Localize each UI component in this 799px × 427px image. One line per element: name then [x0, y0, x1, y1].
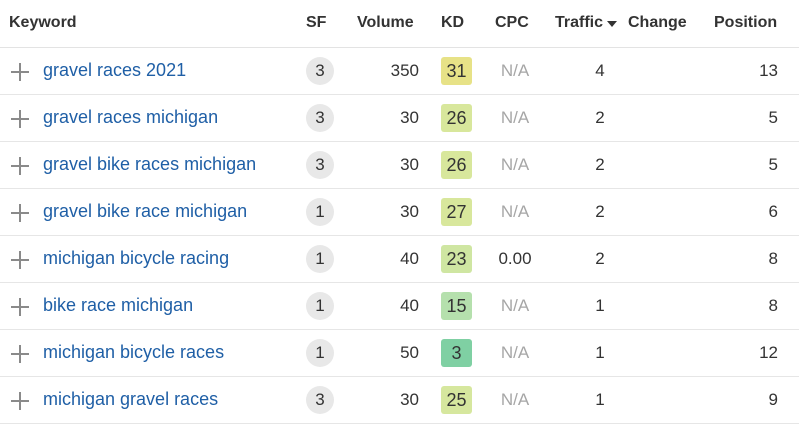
table-row: gravel bike races michigan 3 30 26 N/A 2 5	[0, 142, 799, 189]
volume-value: 50	[400, 343, 419, 362]
column-header-position[interactable]: Position	[714, 14, 778, 31]
position-value: 5	[768, 108, 778, 127]
table-row: gravel races 2021 3 350 31 N/A 4 13	[0, 48, 799, 95]
column-header-cpc[interactable]: CPC	[495, 14, 529, 31]
keyword-link[interactable]: gravel races 2021	[43, 60, 187, 80]
sf-badge[interactable]: 3	[306, 57, 334, 85]
volume-value: 30	[400, 108, 419, 127]
plus-icon[interactable]	[11, 204, 29, 222]
position-value: 9	[768, 390, 778, 409]
sf-badge[interactable]: 1	[306, 198, 334, 226]
volume-value: 30	[400, 390, 419, 409]
kd-badge: 15	[441, 292, 472, 320]
keyword-link[interactable]: michigan bicycle races	[43, 342, 225, 362]
sf-badge[interactable]: 3	[306, 386, 334, 414]
cpc-value: N/A	[500, 390, 530, 409]
keyword-link[interactable]: bike race michigan	[43, 295, 194, 315]
kd-badge: 26	[441, 151, 472, 179]
keyword-link[interactable]: michigan gravel races	[43, 389, 219, 409]
plus-icon[interactable]	[11, 63, 29, 81]
table-row: michigan bicycle racing 1 40 23 0.00 2 8	[0, 236, 799, 283]
column-header-sf[interactable]: SF	[306, 14, 327, 31]
position-value: 6	[768, 202, 778, 221]
position-value: 12	[759, 343, 778, 362]
kd-badge: 26	[441, 104, 472, 132]
plus-icon[interactable]	[11, 345, 29, 363]
column-header-traffic-label: Traffic	[555, 14, 604, 31]
traffic-value: 2	[595, 108, 605, 127]
sf-badge[interactable]: 3	[306, 104, 334, 132]
volume-value: 350	[390, 61, 419, 80]
traffic-value: 2	[595, 155, 605, 174]
sf-badge[interactable]: 1	[306, 292, 334, 320]
traffic-value: 1	[595, 296, 605, 315]
plus-icon[interactable]	[11, 392, 29, 410]
position-value: 8	[768, 296, 778, 315]
table-header: Keyword SF Volume KD CPC Traffic Change …	[0, 0, 799, 48]
keyword-link[interactable]: gravel races michigan	[43, 107, 219, 127]
traffic-value: 2	[595, 249, 605, 268]
sf-badge[interactable]: 1	[306, 245, 334, 273]
plus-icon[interactable]	[11, 251, 29, 269]
kd-badge: 25	[441, 386, 472, 414]
position-value: 5	[768, 155, 778, 174]
table-row: gravel races michigan 3 30 26 N/A 2 5	[0, 95, 799, 142]
cpc-value: N/A	[500, 108, 530, 127]
volume-value: 30	[400, 155, 419, 174]
plus-icon[interactable]	[11, 298, 29, 316]
kd-badge: 3	[441, 339, 472, 367]
keyword-link[interactable]: gravel bike races michigan	[43, 154, 257, 174]
column-header-change[interactable]: Change	[628, 14, 687, 31]
traffic-value: 4	[595, 61, 605, 80]
keyword-link[interactable]: gravel bike race michigan	[43, 201, 248, 221]
keyword-link[interactable]: michigan bicycle racing	[43, 248, 230, 268]
table-row: gravel bike race michigan 1 30 27 N/A 2 6	[0, 189, 799, 236]
cpc-value: N/A	[500, 296, 530, 315]
caret-down-icon[interactable]	[607, 21, 618, 27]
column-header-traffic[interactable]: Traffic	[555, 14, 618, 32]
volume-value: 40	[400, 296, 419, 315]
traffic-value: 1	[595, 390, 605, 409]
table-row: michigan bicycle races 1 50 3 N/A 1 12	[0, 330, 799, 377]
position-value: 13	[759, 61, 778, 80]
sf-badge[interactable]: 1	[306, 339, 334, 367]
column-header-volume[interactable]: Volume	[357, 14, 414, 31]
cpc-value: N/A	[500, 343, 530, 362]
plus-icon[interactable]	[11, 157, 29, 175]
kd-badge: 23	[441, 245, 472, 273]
table-row: michigan gravel races 3 30 25 N/A 1 9	[0, 377, 799, 424]
volume-value: 30	[400, 202, 419, 221]
plus-icon[interactable]	[11, 110, 29, 128]
volume-value: 40	[400, 249, 419, 268]
position-value: 8	[768, 249, 778, 268]
cpc-value: N/A	[500, 202, 530, 221]
kd-badge: 27	[441, 198, 472, 226]
traffic-value: 2	[595, 202, 605, 221]
cpc-value: N/A	[500, 61, 530, 80]
kd-badge: 31	[441, 57, 472, 85]
table-row: bike race michigan 1 40 15 N/A 1 8	[0, 283, 799, 330]
sf-badge[interactable]: 3	[306, 151, 334, 179]
column-header-kd[interactable]: KD	[441, 14, 465, 31]
column-header-keyword[interactable]: Keyword	[9, 14, 77, 31]
cpc-value: N/A	[500, 155, 530, 174]
traffic-value: 1	[595, 343, 605, 362]
cpc-value: 0.00	[498, 249, 532, 268]
